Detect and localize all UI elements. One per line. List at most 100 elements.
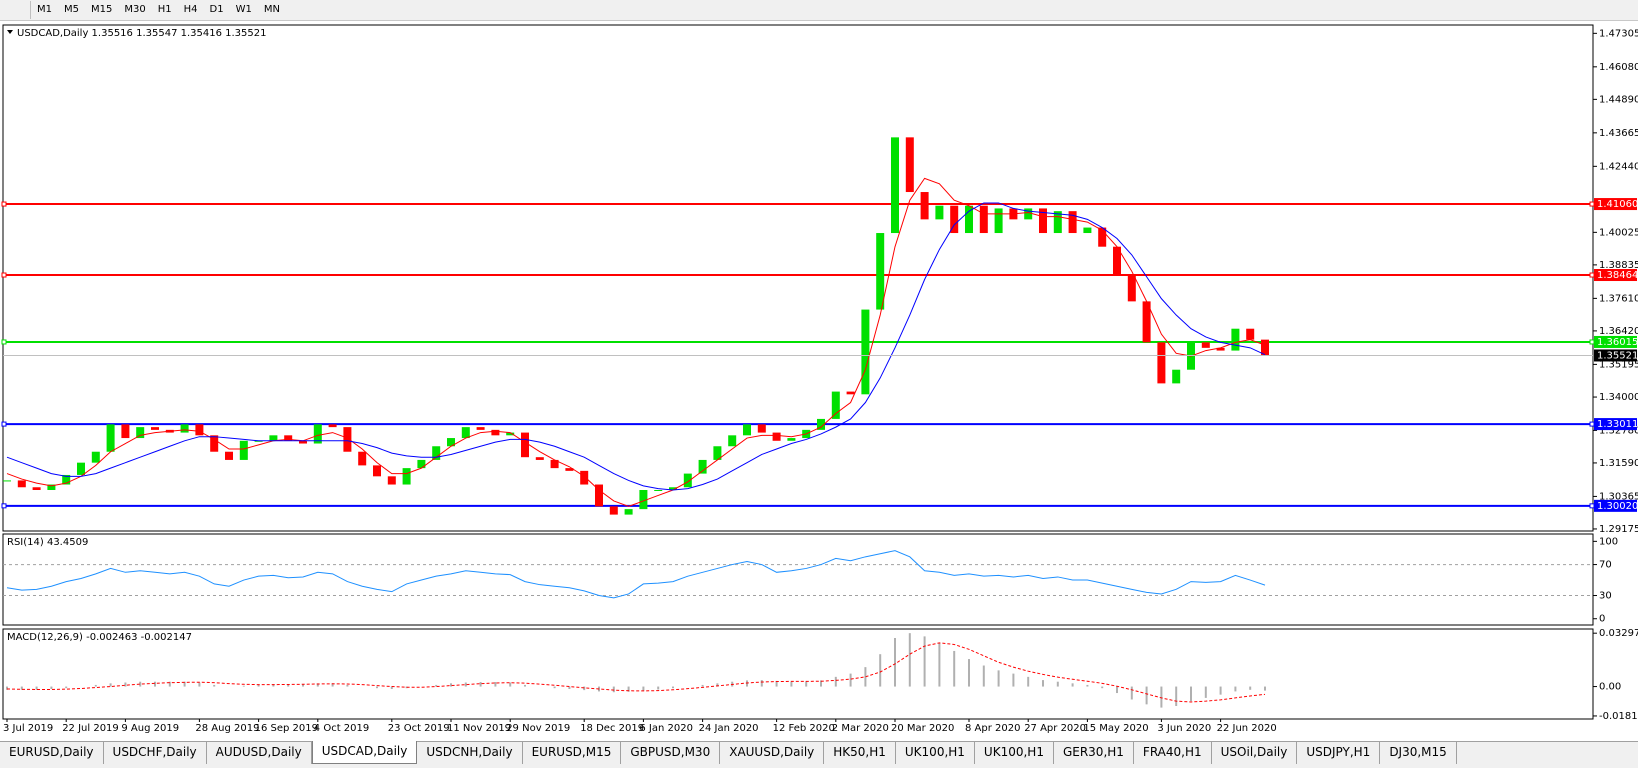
chart-tab[interactable]: USDCNH,Daily bbox=[417, 742, 523, 764]
candle bbox=[1068, 211, 1077, 234]
candle bbox=[343, 427, 352, 452]
x-tick-label: 22 Jun 2020 bbox=[1217, 723, 1277, 734]
timeframe-button[interactable]: MN bbox=[263, 4, 280, 15]
candle bbox=[387, 476, 396, 485]
x-tick-label: 3 Jun 2020 bbox=[1157, 723, 1211, 734]
chart-tab[interactable]: DJ30,M15 bbox=[1380, 742, 1457, 764]
candle bbox=[728, 435, 737, 447]
candle bbox=[683, 473, 692, 488]
candle bbox=[1246, 328, 1255, 340]
chart-tab[interactable]: XAUUSD,Daily bbox=[720, 742, 825, 764]
candle bbox=[506, 432, 515, 436]
level-handle bbox=[1589, 421, 1595, 427]
candle bbox=[284, 435, 293, 441]
candle bbox=[91, 451, 100, 463]
candle bbox=[521, 432, 529, 458]
x-tick-label: 29 Nov 2019 bbox=[506, 723, 570, 734]
panel-frame bbox=[2, 628, 1594, 720]
candle bbox=[639, 489, 648, 510]
bid-label-box bbox=[1594, 349, 1637, 362]
candle bbox=[565, 468, 574, 471]
y-tick-label: 1.46080 bbox=[1599, 62, 1638, 73]
x-tick-label: 6 Jan 2020 bbox=[639, 723, 693, 734]
chart-tab[interactable]: EURUSD,M15 bbox=[523, 742, 622, 764]
x-tick-label: 20 Mar 2020 bbox=[891, 723, 954, 734]
candle bbox=[1157, 342, 1166, 384]
level-label-box bbox=[1594, 418, 1637, 431]
y-tick-label: 1.32780 bbox=[1599, 425, 1638, 436]
chart-tab[interactable]: USDJPY,H1 bbox=[1297, 742, 1381, 764]
chart-tab[interactable]: EURUSD,Daily bbox=[0, 742, 104, 764]
chart-tab[interactable]: GER30,H1 bbox=[1054, 742, 1134, 764]
level-label: 1.36015 bbox=[1597, 337, 1638, 348]
candle bbox=[491, 429, 500, 436]
moving-average bbox=[6, 202, 1266, 491]
x-tick-label: 28 Aug 2019 bbox=[195, 723, 259, 734]
candle bbox=[1053, 211, 1062, 234]
chart-tab[interactable]: USOil,Daily bbox=[1212, 742, 1298, 764]
chart-tab[interactable]: USDCHF,Daily bbox=[104, 742, 207, 764]
x-tick-label: 4 Oct 2019 bbox=[314, 723, 369, 734]
y-tick-label: 1.38835 bbox=[1599, 260, 1638, 271]
candle bbox=[269, 435, 278, 441]
chart-tab[interactable]: UK100,H1 bbox=[896, 742, 975, 764]
candle bbox=[846, 391, 855, 395]
level-label-box bbox=[1594, 499, 1637, 512]
candle bbox=[328, 424, 337, 428]
y-tick-label: 1.40025 bbox=[1599, 227, 1638, 238]
candle bbox=[743, 424, 751, 436]
candle bbox=[151, 427, 159, 430]
x-tick-label: 8 Apr 2020 bbox=[965, 723, 1020, 734]
y-tick-label: 0 bbox=[1599, 614, 1605, 625]
chart-tab[interactable]: UK100,H1 bbox=[975, 742, 1054, 764]
y-tick-label: -0.018154 bbox=[1599, 711, 1638, 722]
chart-tab[interactable]: GBPUSD,M30 bbox=[621, 742, 721, 764]
chart-tab[interactable]: FRA40,H1 bbox=[1134, 742, 1212, 764]
candle bbox=[106, 424, 115, 452]
candle bbox=[299, 440, 307, 444]
timeframe-button[interactable]: D1 bbox=[209, 4, 224, 15]
x-tick-label: 24 Jan 2020 bbox=[699, 723, 759, 734]
timeframe-button[interactable]: H4 bbox=[183, 4, 198, 15]
level-handle bbox=[1, 339, 7, 345]
timeframe-button[interactable]: M1 bbox=[37, 4, 52, 15]
candle bbox=[1127, 274, 1136, 302]
timeframe-button[interactable]: M5 bbox=[64, 4, 79, 15]
candle bbox=[817, 418, 825, 430]
tab-bar: EURUSD,Daily USDCHF,Daily AUDUSD,Daily USDC… bbox=[0, 741, 1638, 768]
x-tick-label: 16 Sep 2019 bbox=[255, 723, 318, 734]
candle bbox=[136, 427, 145, 439]
chart-tab[interactable]: HK50,H1 bbox=[824, 742, 896, 764]
y-tick-label: 1.47305 bbox=[1599, 28, 1638, 39]
candle bbox=[402, 468, 411, 485]
level-label-box bbox=[1594, 198, 1637, 211]
timeframe-button[interactable]: M30 bbox=[124, 4, 146, 15]
y-tick-label: 100 bbox=[1599, 536, 1618, 547]
candle bbox=[713, 446, 722, 460]
candle bbox=[920, 192, 929, 220]
candle bbox=[432, 446, 441, 460]
toolbar-handle bbox=[0, 1, 31, 19]
candle bbox=[994, 208, 1003, 234]
timeframe-button[interactable]: W1 bbox=[235, 4, 252, 15]
x-tick-label: 15 May 2020 bbox=[1083, 723, 1148, 734]
candle bbox=[1172, 369, 1181, 384]
timeframe-button[interactable]: H1 bbox=[157, 4, 172, 15]
level-handle bbox=[1, 201, 7, 207]
candle bbox=[595, 484, 603, 507]
x-tick-label: 18 Dec 2019 bbox=[580, 723, 644, 734]
candle bbox=[121, 424, 130, 439]
timeframe-button[interactable]: M15 bbox=[91, 4, 113, 15]
candle bbox=[891, 137, 899, 234]
chart-tab[interactable]: USDCAD,Daily bbox=[311, 741, 418, 764]
x-tick-label: 12 Feb 2020 bbox=[773, 723, 835, 734]
candle bbox=[1098, 227, 1107, 247]
x-tick-label: 11 Nov 2019 bbox=[447, 723, 511, 734]
candle bbox=[1024, 208, 1033, 220]
level-handle bbox=[1589, 201, 1595, 207]
candle bbox=[358, 451, 367, 466]
candle bbox=[313, 424, 322, 444]
level-label-box bbox=[1594, 269, 1637, 282]
chart-tab[interactable]: AUDUSD,Daily bbox=[207, 742, 312, 764]
y-tick-label: 0.032972 bbox=[1599, 628, 1638, 639]
